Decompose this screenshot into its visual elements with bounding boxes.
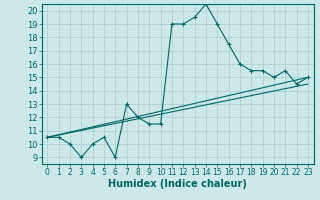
X-axis label: Humidex (Indice chaleur): Humidex (Indice chaleur) — [108, 179, 247, 189]
